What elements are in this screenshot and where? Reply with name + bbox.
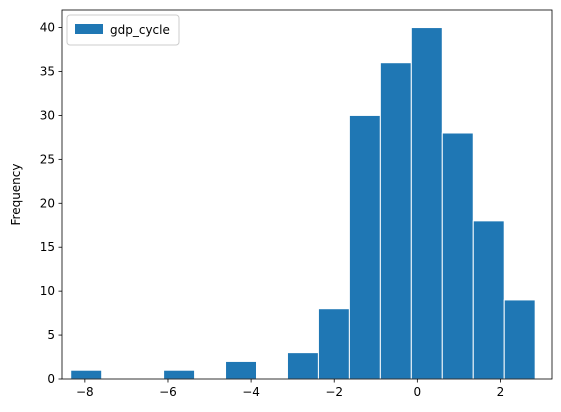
y-tick-label: 25 <box>40 152 55 166</box>
legend-swatch <box>75 24 103 34</box>
histogram-bar <box>163 369 196 380</box>
y-tick-label: 20 <box>40 196 55 210</box>
x-tick-label: 0 <box>414 385 422 399</box>
y-axis-ticks: 0 5 10 15 20 25 30 35 40 <box>40 21 62 386</box>
histogram-bar <box>410 27 443 380</box>
histogram-bar <box>348 114 381 380</box>
y-tick-label: 30 <box>40 108 55 122</box>
x-axis-ticks: −8 −6 −4 −2 0 2 <box>76 379 504 399</box>
histogram-bar <box>472 220 505 380</box>
bars-group <box>70 27 536 380</box>
histogram-bar <box>70 369 103 380</box>
histogram-bar <box>503 299 536 380</box>
legend-entry-gdp-cycle: gdp_cycle <box>110 23 170 37</box>
histogram-bar <box>441 132 474 380</box>
axes-frame <box>61 9 553 380</box>
legend-box <box>66 14 180 46</box>
y-tick-label: 5 <box>47 328 55 342</box>
y-tick-label: 0 <box>47 372 55 386</box>
x-tick-label: 2 <box>497 385 505 399</box>
histogram-bar <box>286 352 319 380</box>
histogram-bar <box>317 308 350 380</box>
legend: gdp_cycle <box>66 14 180 46</box>
y-tick-label: 40 <box>40 21 55 35</box>
x-tick-label: −2 <box>325 385 343 399</box>
x-tick-label: −4 <box>242 385 260 399</box>
x-tick-label: −6 <box>159 385 177 399</box>
y-tick-label: 15 <box>40 240 55 254</box>
histogram-bar <box>379 62 412 380</box>
y-tick-label: 35 <box>40 65 55 79</box>
histogram-bar <box>225 360 258 380</box>
y-tick-label: 10 <box>40 284 55 298</box>
y-axis-label: Frequency <box>9 164 23 226</box>
x-tick-label: −8 <box>76 385 94 399</box>
